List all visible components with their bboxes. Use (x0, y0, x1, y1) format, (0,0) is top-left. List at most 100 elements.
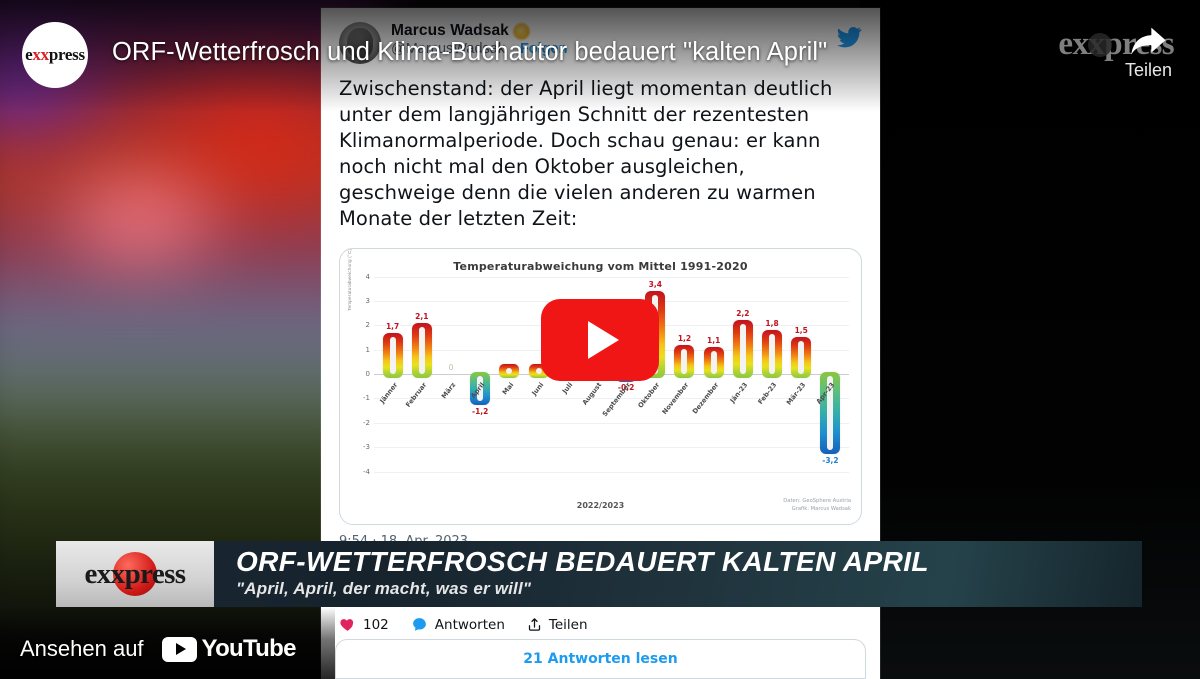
chart-bar-slot: 1,7 Jänner (378, 277, 407, 472)
lower-third-headline: ORF-WETTERFROSCH BEDAUERT KALTEN APRIL (236, 546, 929, 577)
heart-icon (340, 619, 354, 631)
chart-y-tick: 0 (365, 370, 370, 379)
chart-credit: Daten: GeoSphere Austria Grafik: Marcus … (783, 498, 851, 513)
tweet-share-label: Teilen (548, 616, 588, 633)
logo-press: press (124, 557, 187, 590)
chart-bar-stem (710, 351, 717, 375)
chart-y-tick: -2 (363, 418, 370, 427)
sun-emoji-icon (513, 23, 529, 39)
chart-x-tick-label: Feb-23 (756, 381, 779, 406)
chart-value-label: 1,8 (765, 319, 779, 329)
chart-value-label: -3,2 (822, 456, 839, 466)
chart-credit-line2: Grafik: Marcus Wadsak (791, 506, 851, 512)
chart-bar (732, 320, 753, 379)
video-title[interactable]: ORF-Wetterfrosch und Klima-Buchautor bed… (112, 38, 828, 66)
chart-value-label: -1,2 (471, 407, 489, 417)
comment-bubble-icon (412, 618, 426, 631)
chart-x-tick-label: Juni (529, 381, 545, 398)
chart-bar (470, 372, 491, 406)
channel-avatar[interactable]: exxpress (22, 22, 88, 88)
youtube-play-triangle (175, 643, 186, 655)
like-action[interactable]: 102 (339, 616, 389, 633)
chart-bar (703, 347, 724, 379)
chart-value-label: 3,4 (648, 280, 662, 290)
chart-bar (674, 344, 695, 379)
chart-bar-stem (739, 324, 746, 375)
tweet-share-action[interactable]: Teilen (527, 617, 588, 633)
chart-x-tick-label: Jän-23 (728, 381, 750, 405)
chart-gridline (374, 398, 849, 400)
read-replies-button[interactable]: 21 Antworten lesen (335, 639, 866, 679)
logo-e: e (84, 557, 97, 590)
chart-bar-stem (681, 348, 688, 375)
chart-x-tick-label: August (580, 381, 604, 407)
chart-credit-line1: Daten: GeoSphere Austria (783, 498, 851, 505)
youtube-logo: YouTube (161, 635, 297, 663)
chart-value-label: -0,2 (617, 382, 635, 392)
chart-bar-stem (535, 368, 542, 375)
watch-on-youtube-button[interactable]: Ansehen auf YouTube (20, 635, 296, 663)
watermark-ball-decoration (1088, 32, 1113, 57)
chart-value-label: 1,5 (794, 326, 808, 336)
chart-gridline (374, 447, 849, 449)
youtube-play-icon (161, 636, 197, 662)
chart-bar-slot: -3,2 Apr-23 (815, 277, 845, 472)
chart-x-tick-label: Oktober (636, 381, 662, 410)
chart-bar (411, 322, 432, 379)
chart-bar (382, 332, 403, 379)
chart-bar-slot: 1,1 Dezember (691, 277, 728, 472)
chart-bar-slot: 1,2 November (661, 277, 699, 472)
temperature-chart: Temperaturabweichung vom Mittel 1991-202… (339, 247, 862, 525)
chart-bar-stem (798, 341, 805, 375)
chart-value-label: 1,7 (385, 321, 400, 331)
chart-bar-slot: Mai (495, 277, 524, 472)
chart-y-tick: 1 (365, 345, 370, 354)
chart-bar-slot: -1,2 April (466, 277, 495, 472)
chart-bar-slot: 2,2 Jän-23 (728, 277, 757, 472)
chart-value-label: 1,2 (677, 333, 692, 343)
chart-y-tick: 2 (365, 321, 370, 330)
chart-bar (791, 337, 812, 379)
channel-logo-xx: xx (32, 45, 49, 64)
chart-gridline (374, 471, 849, 473)
channel-logo-press: press (48, 45, 85, 64)
chart-title: Temperaturabweichung vom Mittel 1991-202… (453, 259, 748, 273)
share-button-label: Teilen (1124, 60, 1172, 80)
chart-y-tick: 4 (365, 272, 370, 281)
play-button[interactable] (541, 298, 659, 381)
watch-on-label: Ansehen auf (20, 636, 144, 661)
chart-bar-stem (506, 368, 513, 375)
share-button[interactable]: Teilen (1125, 24, 1172, 81)
chart-x-axis-caption: 2022/2023 (576, 500, 625, 510)
chart-value-label: 2,2 (736, 309, 750, 319)
like-count: 102 (363, 616, 389, 633)
logo-ball-decoration (113, 552, 157, 596)
tweet-action-bar: 102 Antworten Teilen (321, 616, 880, 633)
youtube-wordmark: YouTube (201, 635, 297, 662)
chart-gridline (374, 276, 849, 278)
reply-label: Antworten (434, 616, 505, 633)
chart-x-tick-label: Mai (501, 381, 516, 397)
chart-bar-slot: 1,5 Mär-23 (785, 277, 816, 472)
reply-action[interactable]: Antworten (411, 616, 505, 633)
channel-logo-e: e (25, 45, 33, 64)
tweet-text: Zwischenstand: der April liegt momentan … (339, 77, 833, 230)
chart-bar-stem (418, 326, 425, 375)
chart-x-tick-label: Februar (403, 381, 429, 409)
chart-gridline (374, 422, 849, 424)
chart-bar (499, 364, 520, 379)
chart-y-tick: -1 (363, 394, 370, 403)
chart-value-label: 1,1 (707, 336, 721, 346)
chart-x-tick-label: Mär-23 (785, 381, 808, 407)
lower-third-banner: exxpress ORF-WETTERFROSCH BEDAUERT KALTE… (56, 541, 1142, 607)
chart-x-tick-label: Jänner (377, 381, 399, 405)
chart-bar-slot: 2,1 Februar (403, 277, 436, 472)
chart-y-tick: -3 (363, 443, 370, 452)
share-up-icon (528, 618, 540, 631)
logo-xx: xx (96, 557, 125, 590)
chart-value-label: 0 (448, 363, 454, 373)
chart-bar-stem (827, 376, 834, 451)
share-arrow-icon (1131, 27, 1166, 55)
play-triangle-icon (588, 320, 619, 359)
